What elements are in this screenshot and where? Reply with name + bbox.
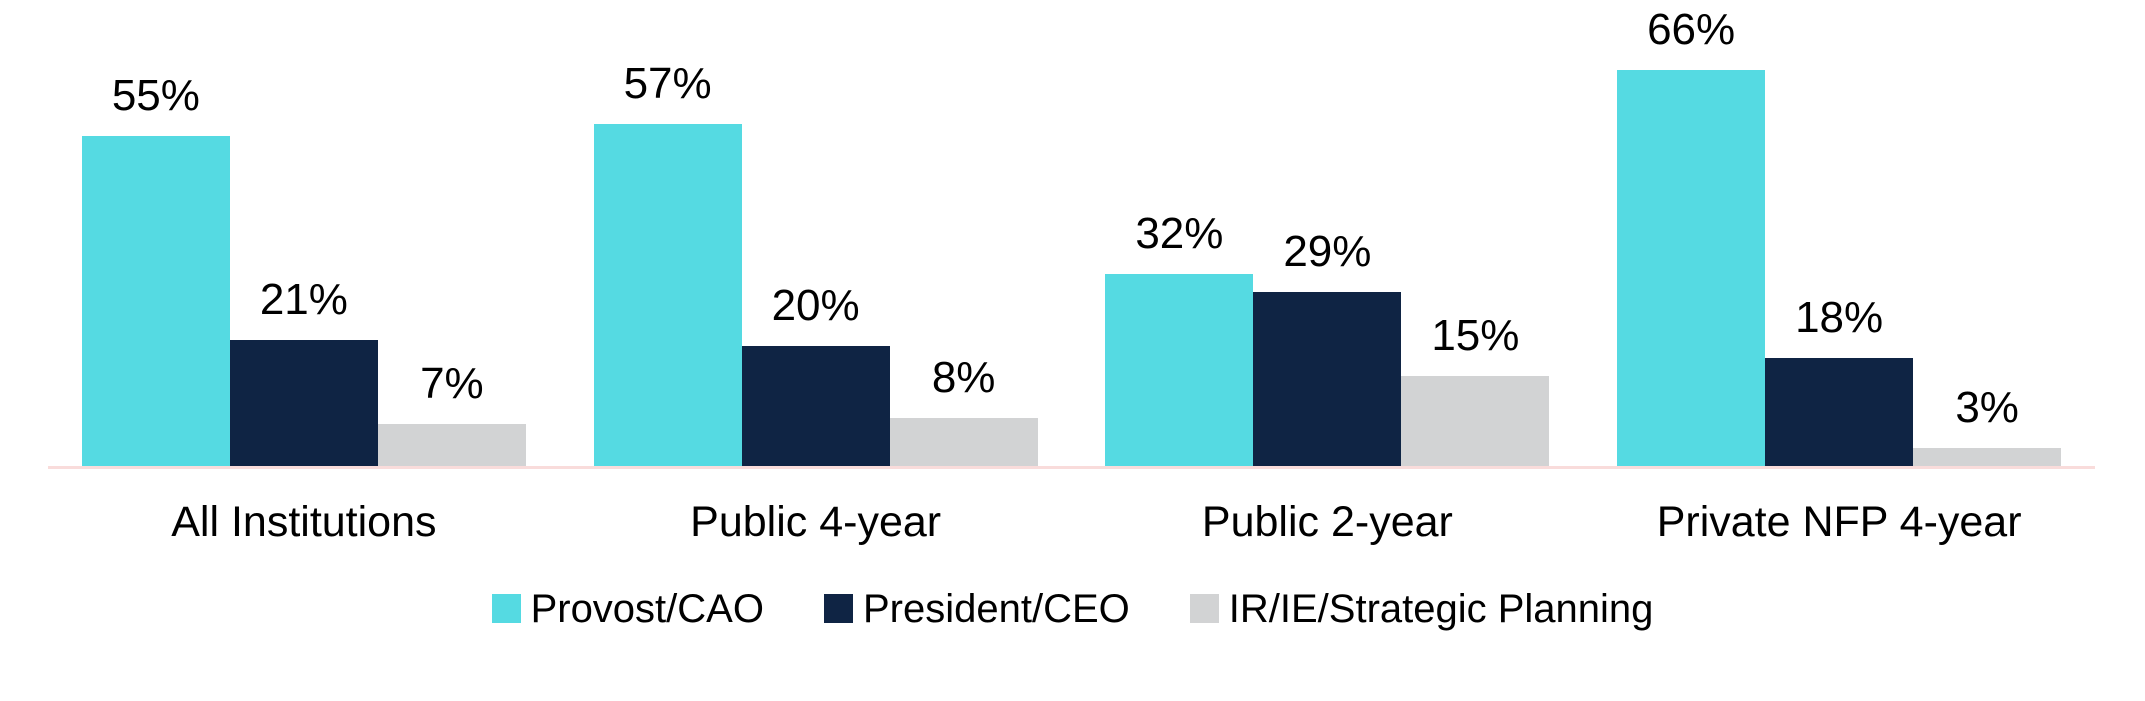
bar-president-ceo	[1253, 292, 1402, 466]
legend-item-ir-ie-strategic-planning: IR/IE/Strategic Planning	[1189, 586, 1654, 631]
legend: Provost/CAO President/CEO IR/IE/Strategic …	[0, 587, 2145, 631]
x-axis-line	[48, 466, 2095, 469]
bar-president-ceo	[1765, 358, 1914, 466]
legend-label: Provost/CAO	[530, 586, 764, 631]
legend-swatch-icon	[1189, 594, 1219, 624]
bar-column: 21%	[229, 275, 378, 466]
bar-ir-ie-strategic-planning	[1401, 376, 1550, 466]
data-label: 7%	[420, 359, 484, 408]
bar-column: 7%	[377, 359, 526, 466]
data-label: 3%	[1955, 383, 2019, 432]
category-label-all-institutions: All Institutions	[171, 498, 437, 546]
data-label: 57%	[623, 59, 712, 108]
bar-group-private-nfp-4-year: 66% 18% 3%	[1583, 0, 2095, 466]
legend-swatch-icon	[491, 594, 521, 624]
bar-column: 15%	[1401, 311, 1550, 466]
bar-column: 57%	[593, 59, 742, 466]
legend-swatch-icon	[823, 594, 853, 624]
bar-groups-container: 55% 21% 7% 57% 20% 8% 32% 29% 15% 66% 18% 3%	[48, 0, 2095, 466]
category-label-private-nfp-4-year: Private NFP 4-year	[1656, 498, 2022, 546]
bar-ir-ie-strategic-planning	[377, 424, 526, 466]
bar-group-all-institutions: 55% 21% 7%	[48, 0, 560, 466]
legend-label: President/CEO	[862, 586, 1130, 631]
bar-column: 18%	[1765, 293, 1914, 466]
bar-provost-cao	[81, 136, 230, 466]
category-axis: All Institutions Public 4-year Public 2-ye…	[48, 469, 2095, 549]
category-label-public-2-year: Public 2-year	[1201, 498, 1453, 546]
bar-column: 3%	[1913, 383, 2062, 466]
category-label-public-4-year: Public 4-year	[690, 498, 942, 546]
data-label: 8%	[931, 353, 996, 402]
bar-column: 32%	[1105, 209, 1254, 466]
bar-column: 55%	[81, 71, 230, 466]
bar-group-public-2-year: 32% 29% 15%	[1072, 0, 1584, 466]
data-label: 66%	[1647, 5, 1736, 54]
data-label: 29%	[1283, 227, 1372, 276]
bar-ir-ie-strategic-planning	[1913, 448, 2062, 466]
bar-column: 29%	[1253, 227, 1402, 466]
bar-provost-cao	[1617, 70, 1766, 466]
bar-provost-cao	[593, 124, 742, 466]
bar-ir-ie-strategic-planning	[889, 418, 1038, 466]
bar-group-public-4-year: 57% 20% 8%	[560, 0, 1072, 466]
legend-label: IR/IE/Strategic Planning	[1228, 586, 1654, 631]
bar-provost-cao	[1105, 274, 1254, 466]
data-label: 55%	[111, 71, 200, 120]
bar-president-ceo	[229, 340, 378, 466]
bar-president-ceo	[741, 346, 890, 466]
data-label: 15%	[1431, 311, 1520, 360]
legend-item-provost-cao: Provost/CAO	[491, 586, 764, 631]
data-label: 20%	[771, 281, 860, 330]
data-label: 21%	[259, 275, 348, 324]
data-label: 18%	[1795, 293, 1884, 342]
legend-item-president-ceo: President/CEO	[823, 586, 1130, 631]
data-label: 32%	[1135, 209, 1224, 258]
bar-column: 66%	[1617, 5, 1766, 466]
bar-column: 8%	[889, 353, 1038, 466]
bar-column: 20%	[741, 281, 890, 466]
plot-area: 55% 21% 7% 57% 20% 8% 32% 29% 15% 66% 18% 3%	[48, 0, 2095, 469]
